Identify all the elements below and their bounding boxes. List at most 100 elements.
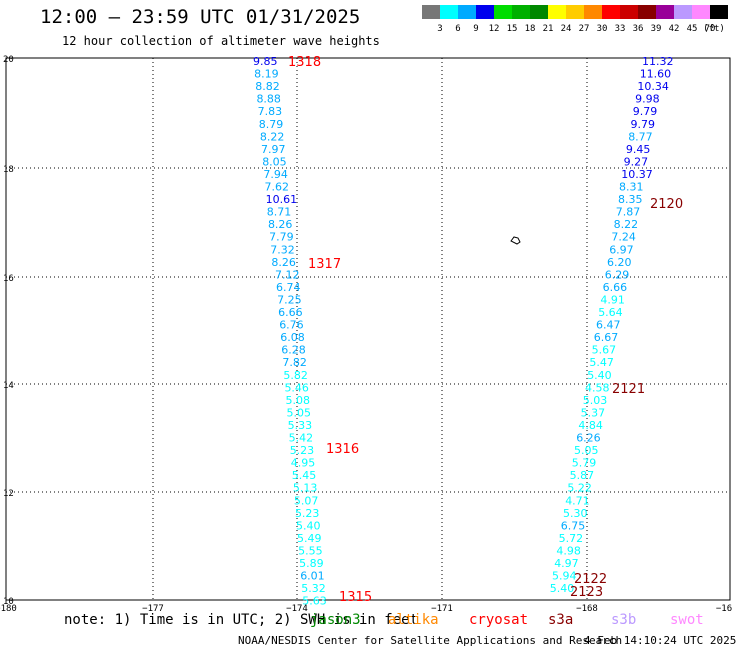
- wave-height-value: 6.67: [594, 331, 619, 344]
- wave-height-value: 9.98: [635, 93, 660, 106]
- wave-height-value: 6.66: [278, 306, 303, 319]
- track-time-label: 1318: [288, 55, 321, 70]
- wave-height-value: 7.25: [277, 293, 302, 306]
- wave-height-value: 6.26: [576, 432, 601, 445]
- wave-height-value: 8.31: [619, 181, 644, 194]
- legend-swatch: [710, 5, 728, 19]
- island-outline: [510, 236, 521, 245]
- wave-height-value: 5.37: [581, 406, 606, 419]
- lat-label: 14: [3, 381, 14, 391]
- track-time-label: 2122: [574, 572, 607, 587]
- lat-label: 20: [3, 55, 14, 65]
- wave-height-value: 4.91: [600, 293, 625, 306]
- legend-label: 36: [633, 24, 644, 34]
- legend-swatch: [692, 5, 710, 19]
- legend-swatch: [674, 5, 692, 19]
- legend-swatch: [584, 5, 602, 19]
- wave-height-value: 8.82: [255, 80, 279, 93]
- map-frame: [5, 57, 731, 601]
- wave-height-value: 8.26: [268, 218, 293, 231]
- legend-label: 3: [437, 24, 442, 34]
- wave-height-value: 7.83: [258, 105, 283, 118]
- legend-label: 33: [615, 24, 626, 34]
- lat-label: 18: [3, 165, 14, 175]
- wave-height-value: 5.23: [295, 507, 320, 520]
- wave-height-value: 5.40: [296, 519, 321, 532]
- legend-swatch: [440, 5, 458, 19]
- wave-height-value: 5.07: [294, 494, 319, 507]
- lon-label: −177: [142, 604, 164, 614]
- track-time-label: 2120: [650, 197, 683, 212]
- wave-height-value: 9.79: [631, 118, 656, 131]
- wave-height-value: 5.05: [287, 406, 312, 419]
- wave-height-value: 5.87: [570, 469, 595, 482]
- track-time-label: 2121: [612, 382, 645, 397]
- track-time-label: 1317: [308, 257, 341, 272]
- lon-label: −174: [286, 604, 308, 614]
- wave-height-value: 5.55: [298, 544, 323, 557]
- lon-label: −168: [576, 604, 598, 614]
- wave-height-value: 9.27: [624, 155, 649, 168]
- wave-height-value: 9.85: [253, 55, 278, 68]
- legend-label: 30: [597, 24, 608, 34]
- satellite-s3a: s3a: [548, 612, 574, 628]
- lat-label: 12: [3, 489, 14, 499]
- lon-label: −171: [431, 604, 453, 614]
- wave-height-value: 10.37: [621, 168, 653, 181]
- satellite-s3b: s3b: [611, 612, 637, 628]
- wave-height-value: 5.05: [574, 444, 599, 457]
- footer-timestamp: 4 Feb 14:10:24 UTC 2025: [584, 634, 737, 647]
- wave-height-value: 7.82: [282, 356, 307, 369]
- wave-height-value: 9.79: [633, 105, 658, 118]
- wave-height-value: 8.26: [271, 256, 296, 269]
- legend-swatch: [548, 5, 566, 19]
- wave-height-value: 7.62: [265, 181, 290, 194]
- legend-swatch: [458, 5, 476, 19]
- legend-swatch: [656, 5, 674, 19]
- wave-height-value: 10.34: [637, 80, 669, 93]
- wave-height-value: 8.22: [614, 218, 639, 231]
- legend-label: 18: [525, 24, 536, 34]
- wave-height-value: 6.97: [609, 243, 634, 256]
- wave-height-value: 4.84: [578, 419, 603, 432]
- wave-height-value: 7.12: [275, 268, 300, 281]
- wave-height-value: 5.08: [286, 394, 311, 407]
- wave-height-value: 5.82: [283, 369, 308, 382]
- wave-height-value: 5.72: [559, 532, 584, 545]
- legend-swatch: [494, 5, 512, 19]
- track-time-label: 1315: [339, 590, 372, 605]
- legend-label: 6: [455, 24, 460, 34]
- wave-height-value: 4.95: [291, 457, 316, 470]
- lon-label: −180: [0, 604, 17, 614]
- wave-height-value: 8.35: [618, 193, 643, 206]
- wave-height-value: 6.29: [605, 268, 630, 281]
- wave-height-value: 6.47: [596, 319, 621, 332]
- wave-height-value: 5.79: [572, 457, 597, 470]
- wave-height-value: 5.32: [301, 582, 326, 595]
- wave-height-value: 5.45: [292, 469, 317, 482]
- wave-height-value: 8.77: [628, 130, 653, 143]
- legend-label: 21: [543, 24, 554, 34]
- footer-credit: NOAA/NESDIS Center for Satellite Applica…: [238, 634, 623, 647]
- wave-height-value: 5.89: [299, 557, 324, 570]
- satellite-cryosat: cryosat: [469, 612, 529, 628]
- legend-label: 15: [507, 24, 518, 34]
- legend-swatch: [638, 5, 656, 19]
- wave-height-value: 6.76: [279, 319, 304, 332]
- legend-label: 12: [489, 24, 500, 34]
- wave-height-value: 9.45: [626, 143, 651, 156]
- lat-label: 16: [3, 274, 14, 284]
- wave-height-value: 7.94: [263, 168, 288, 181]
- wave-height-value: 6.01: [300, 570, 325, 583]
- footer-note: note: 1) Time is in UTC; 2) SWH is in fe…: [64, 612, 419, 628]
- wave-height-value: 5.63: [302, 595, 327, 608]
- wave-height-value: 8.79: [259, 118, 284, 131]
- legend-label: 27: [579, 24, 590, 34]
- wave-height-value: 8.88: [256, 93, 281, 106]
- legend-label: 39: [651, 24, 662, 34]
- legend-swatch: [620, 5, 638, 19]
- wave-height-value: 5.30: [563, 507, 588, 520]
- wave-height-value: 11.32: [642, 55, 674, 68]
- lat-label: 10: [3, 597, 14, 607]
